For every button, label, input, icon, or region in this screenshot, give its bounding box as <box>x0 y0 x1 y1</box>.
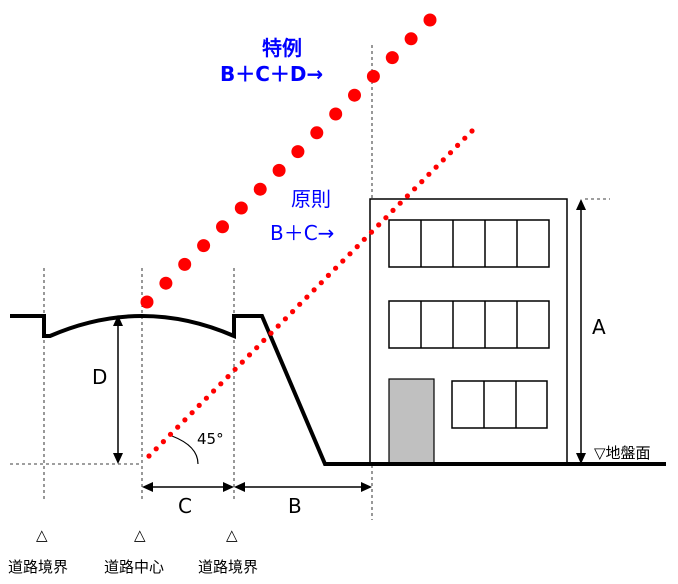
tokurei-dot <box>329 107 343 121</box>
gensoku-dot <box>433 164 439 170</box>
gensoku-dot <box>462 135 468 141</box>
building-door <box>388 378 435 465</box>
gensoku-dot <box>203 395 209 401</box>
road-boundary-right-label: 道路境界 <box>198 558 258 576</box>
road-center-label: 道路中心 <box>104 558 164 576</box>
gensoku-dot <box>419 179 425 185</box>
tokurei-dot <box>366 69 380 83</box>
gensoku-dot <box>225 374 231 380</box>
gensoku-dot <box>160 439 166 445</box>
tokurei-dot <box>272 163 286 177</box>
dimension-b <box>234 482 372 492</box>
gensoku-dot <box>361 236 367 242</box>
gensoku-label: 原則 <box>291 187 331 211</box>
gensoku-dot <box>412 186 418 192</box>
guide-lines <box>10 45 610 520</box>
angle-label: 45° <box>197 430 224 448</box>
gensoku-dot <box>333 265 339 271</box>
tokurei-dot <box>404 32 418 46</box>
gensoku-dot <box>426 171 432 177</box>
gensoku-dot <box>239 359 245 365</box>
gensoku-dot <box>354 244 360 250</box>
gensoku-dot <box>469 128 475 134</box>
angle-arc <box>171 435 199 465</box>
gensoku-dot <box>218 381 224 387</box>
tokurei-formula: B＋C＋D→ <box>220 62 323 86</box>
gensoku-dot <box>340 258 346 264</box>
gensoku-dot <box>246 352 253 358</box>
gensoku-dot <box>275 323 281 329</box>
tokurei-dot <box>310 126 324 140</box>
tokurei-dot <box>234 201 248 215</box>
triangle-marker-center: △ <box>134 526 146 544</box>
gensoku-dot <box>297 301 303 307</box>
tokurei-dot <box>348 88 361 102</box>
gensoku-dot <box>189 410 195 416</box>
tokurei-slope-line <box>140 13 437 309</box>
gensoku-dot <box>254 345 260 351</box>
gensoku-dot <box>311 287 317 293</box>
triangle-marker-right: △ <box>226 526 238 544</box>
gensoku-dot <box>347 251 353 257</box>
gensoku-dot <box>304 294 310 300</box>
dimension-c-label: C <box>178 494 192 518</box>
road-boundary-left-label: 道路境界 <box>8 558 68 576</box>
gensoku-dot <box>318 280 324 286</box>
dimension-d <box>113 315 123 464</box>
tokurei-dot <box>140 295 154 309</box>
gensoku-dot <box>397 200 403 206</box>
tokurei-dot <box>253 182 267 196</box>
gensoku-dot <box>282 316 288 322</box>
tokurei-dot <box>291 145 305 159</box>
gensoku-dot <box>383 215 389 221</box>
gensoku-dot <box>196 402 202 408</box>
gensoku-dot <box>440 157 446 163</box>
tokurei-dot <box>385 51 399 65</box>
gensoku-dot <box>455 142 461 148</box>
ground-label: ▽地盤面 <box>594 444 651 462</box>
tokurei-dot <box>197 239 211 253</box>
tokurei-dot <box>216 220 229 234</box>
road-profile <box>10 314 666 466</box>
gensoku-formula: B＋C→ <box>270 221 334 245</box>
gensoku-dot <box>182 417 188 423</box>
tokurei-label: 特例 <box>262 36 302 60</box>
gensoku-dot <box>447 150 454 156</box>
gensoku-dot <box>153 446 159 452</box>
gensoku-dot <box>211 388 217 394</box>
gensoku-dot <box>290 309 296 315</box>
gensoku-dot <box>268 330 274 336</box>
tokurei-dot <box>423 13 437 27</box>
gensoku-dot <box>261 337 267 343</box>
gensoku-slope-line <box>146 128 475 459</box>
gensoku-dot <box>368 229 375 235</box>
triangle-marker-left: △ <box>36 526 48 544</box>
gensoku-dot <box>325 272 331 278</box>
dimension-b-label: B <box>288 494 302 518</box>
gensoku-dot <box>404 193 410 199</box>
dimension-a-label: A <box>592 315 606 339</box>
dimension-a <box>576 199 586 464</box>
dimension-d-label: D <box>92 365 107 389</box>
tokurei-dot <box>159 276 173 290</box>
tokurei-dot <box>178 257 192 271</box>
gensoku-dot <box>175 424 181 430</box>
gensoku-dot <box>376 222 382 228</box>
gensoku-dot <box>146 453 152 459</box>
gensoku-dot <box>167 431 174 437</box>
gensoku-dot <box>232 366 238 372</box>
dimension-c <box>142 482 234 492</box>
gensoku-dot <box>390 207 396 213</box>
